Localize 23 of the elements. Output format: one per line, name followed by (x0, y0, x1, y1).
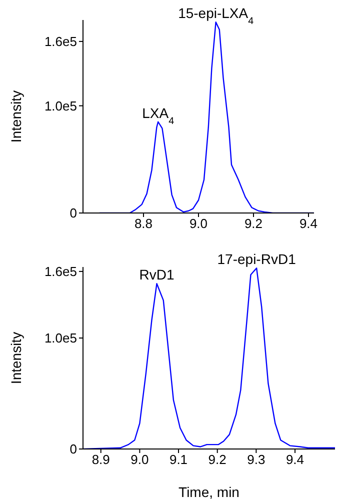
x-axis-title: Time, min (178, 484, 240, 499)
annotation: LXA$_{4}$ (142, 104, 175, 126)
y-tick-label: 0 (70, 206, 77, 221)
y-tick-label: 0 (70, 442, 77, 457)
annotation: 17-epi-RvD1 (217, 251, 296, 268)
x-tick-label: 9.0 (189, 216, 208, 232)
x-tick-label: 9.1 (169, 452, 188, 468)
y-tick-label: 1.0e5 (44, 98, 77, 114)
y-axis-title: Intensity (8, 332, 24, 384)
y-axis-title: Intensity (8, 90, 24, 143)
x-tick-label: 9.4 (299, 216, 318, 232)
x-tick-label: 9.0 (130, 452, 149, 468)
y-tick-label: 1.6e5 (44, 264, 77, 280)
x-tick-label: 8.9 (92, 452, 110, 468)
annotation: 15-epi-LXA$_{4}$ (178, 5, 254, 27)
x-tick-label: 9.2 (244, 216, 263, 232)
x-tick-label: 9.4 (286, 452, 304, 468)
y-tick-label: 1.0e5 (44, 330, 77, 346)
x-tick-label: 9.2 (208, 452, 226, 468)
x-tick-label: 9.3 (247, 452, 266, 468)
annotation: RvD1 (139, 266, 174, 283)
y-tick-label: 1.6e5 (44, 34, 77, 50)
x-tick-label: 8.8 (134, 216, 153, 232)
